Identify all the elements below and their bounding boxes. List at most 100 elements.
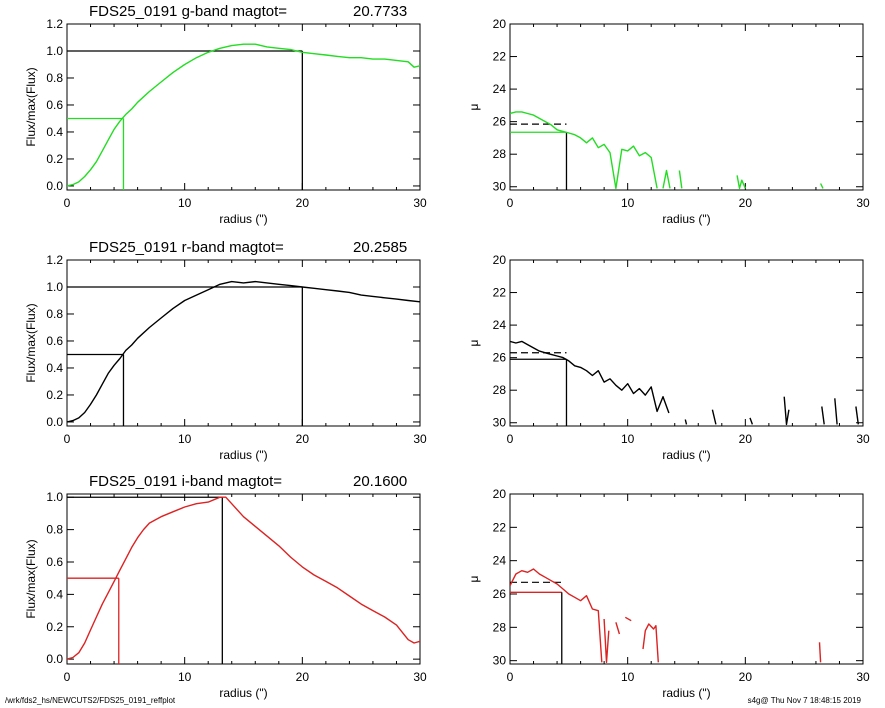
y-tick-label: 28 (493, 383, 507, 397)
x-tick-label: 0 (507, 196, 514, 210)
chart-i-mu: 0 10 20 30 20 22 24 26 28 30 radius (") μ (467, 487, 870, 700)
plot-frame (66, 23, 421, 191)
y-tick-label: 0.0 (46, 652, 63, 666)
profile-line (783, 396, 790, 426)
footer-file-path: /wrk/fds2_hs/NEWCUTS2/FDS25_0191_reffplo… (5, 696, 176, 705)
y-tick-label: 0.0 (46, 179, 63, 193)
plot-data-area (510, 340, 859, 426)
profile-line (684, 419, 688, 425)
y-axis-label: Flux/max(Flux) (24, 303, 38, 382)
y-tick-label: 20 (493, 487, 507, 501)
profile-line (678, 170, 683, 189)
y-tick-label: 24 (493, 82, 507, 96)
chart-r-mu: 0 10 20 30 20 22 24 26 28 30 radius (") μ (467, 253, 870, 462)
x-axis-label: radius (") (662, 448, 710, 462)
y-tick-label: 0.8 (46, 307, 63, 321)
x-tick-label: 10 (621, 196, 635, 210)
x-tick-label: 30 (856, 432, 870, 446)
chart-i-flux: 0 10 20 30 0.0 0.2 0.4 0.6 0.8 1.0 radius (") Flux/… (24, 473, 427, 700)
chart-r-flux: 0 10 20 30 0.0 0.2 0.4 0.6 0.8 1.0 1.2 radius (") Fl… (24, 239, 427, 462)
profile-line (855, 406, 859, 425)
profile-line (642, 623, 659, 663)
y-tick-label: 22 (493, 50, 507, 64)
y-tick-label: 22 (493, 520, 507, 534)
x-tick-label: 20 (739, 432, 753, 446)
y-tick-label: 30 (493, 654, 507, 668)
y-tick-label: 0.6 (46, 334, 63, 348)
panel-title: FDS25_0191 r-band magtot= (89, 239, 284, 256)
panel-title-magtot-value: 20.2585 (353, 239, 407, 256)
plot-frame (66, 493, 421, 665)
profile-line (67, 43, 420, 187)
x-tick-label: 10 (178, 196, 192, 210)
y-tick-label: 24 (493, 318, 507, 332)
y-tick-label: 1.0 (46, 280, 63, 294)
profile-line (603, 618, 610, 663)
y-tick-label: 22 (493, 286, 507, 300)
y-tick-label: 20 (493, 253, 507, 267)
x-tick-label: 20 (296, 196, 310, 210)
panel-title-magtot-value: 20.7733 (353, 3, 407, 20)
y-axis-label: μ (467, 103, 481, 110)
x-axis-label: radius (") (219, 212, 267, 226)
x-tick-label: 20 (296, 670, 310, 684)
y-tick-label: 30 (493, 180, 507, 194)
profile-line (67, 280, 420, 423)
chart-g-flux: 0 10 20 30 0.0 0.2 0.4 0.6 0.8 1.0 1.2 radius (") Fl… (24, 3, 427, 226)
y-tick-label: 0.8 (46, 523, 63, 537)
profile-line (624, 616, 632, 622)
y-tick-label: 0.6 (46, 98, 63, 112)
y-tick-label: 1.2 (46, 253, 63, 267)
x-tick-label: 0 (507, 432, 514, 446)
footer-timestamp: s4g@ Thu Nov 7 18:48:15 2019 (747, 696, 861, 705)
x-axis-label: radius (") (219, 686, 267, 700)
y-tick-label: 1.0 (46, 44, 63, 58)
plot-frame (509, 259, 864, 427)
x-tick-label: 20 (296, 432, 310, 446)
y-axis-label: μ (467, 339, 481, 346)
profile-line (510, 340, 670, 414)
plot-frame (66, 259, 421, 427)
x-tick-label: 10 (621, 670, 635, 684)
profile-line (615, 622, 621, 635)
x-tick-label: 20 (739, 670, 753, 684)
panel-title: FDS25_0191 g-band magtot= (89, 3, 287, 20)
x-tick-label: 10 (178, 432, 192, 446)
y-tick-label: 1.0 (46, 490, 63, 504)
profile-line (749, 417, 754, 425)
y-tick-label: 0.6 (46, 555, 63, 569)
x-axis-label: radius (") (662, 212, 710, 226)
plot-data-area (67, 43, 420, 190)
panel-title-magtot-value: 20.1600 (353, 473, 407, 490)
profile-line (510, 111, 658, 190)
y-tick-label: 1.2 (46, 17, 63, 31)
x-tick-label: 20 (739, 196, 753, 210)
y-tick-label: 26 (493, 115, 507, 129)
profile-line (834, 398, 838, 425)
plot-frame (509, 23, 864, 191)
y-tick-label: 0.2 (46, 620, 63, 634)
y-tick-label: 28 (493, 620, 507, 634)
y-tick-label: 0.0 (46, 415, 63, 429)
x-tick-label: 30 (413, 670, 427, 684)
x-axis-label: radius (") (662, 686, 710, 700)
x-tick-label: 30 (856, 670, 870, 684)
plot-data-area (510, 568, 822, 664)
profile-line (67, 496, 420, 660)
x-tick-label: 0 (64, 196, 71, 210)
profile-line (510, 568, 603, 663)
y-tick-label: 0.4 (46, 361, 63, 375)
x-tick-label: 30 (856, 196, 870, 210)
x-axis-label: radius (") (219, 448, 267, 462)
y-tick-label: 26 (493, 351, 507, 365)
y-tick-label: 20 (493, 17, 507, 31)
profile-line (662, 169, 671, 189)
plot-data-area (67, 496, 420, 664)
plot-frame (509, 493, 864, 665)
y-tick-label: 28 (493, 147, 507, 161)
y-tick-label: 0.4 (46, 125, 63, 139)
y-axis-label: Flux/max(Flux) (24, 67, 38, 146)
profile-line (821, 406, 825, 425)
y-tick-label: 26 (493, 587, 507, 601)
